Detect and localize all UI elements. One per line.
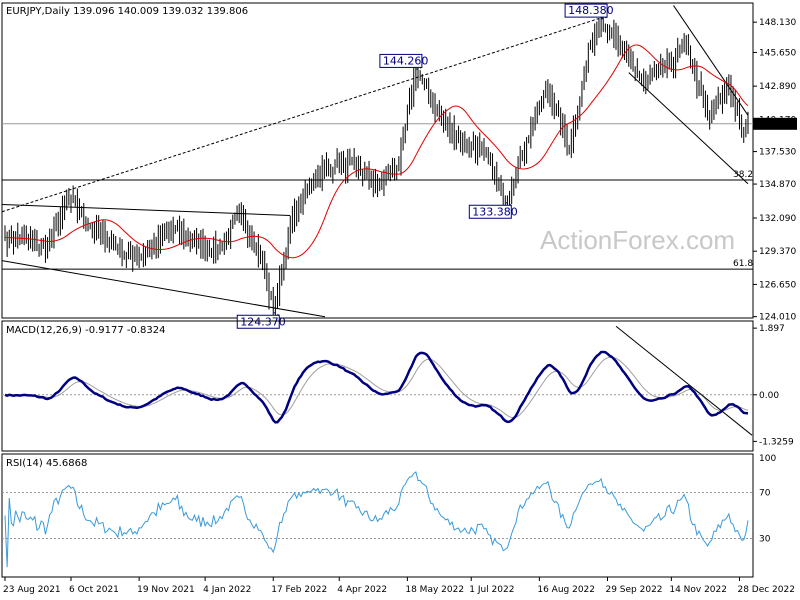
price-annotation-leader xyxy=(505,201,512,206)
x-axis-tick-label: 29 Sep 2022 xyxy=(605,585,662,595)
x-axis-tick-label: 17 Feb 2022 xyxy=(271,585,327,595)
price-annotations: 148.380 144.260 133.380 124.370 xyxy=(236,3,614,329)
price-annotation-box xyxy=(468,204,512,219)
trend-lines xyxy=(1,5,749,318)
x-axis-tick-label: 28 Dec 2022 xyxy=(737,585,795,595)
rsi-y-axis: 100 70 30 xyxy=(2,454,776,545)
price-annotation-leader xyxy=(600,16,608,20)
x-axis-tick-label: 6 Oct 2021 xyxy=(69,585,119,595)
x-axis-tick-label: 1 Jul 2022 xyxy=(469,585,514,595)
price-annotation-label: 144.260 xyxy=(383,54,429,67)
macd-y-tick-label: 0.00 xyxy=(759,391,779,401)
price-annotation-box xyxy=(236,314,280,329)
fib-level-label: 61.8 xyxy=(733,259,753,269)
rsi-y-tick-label: 30 xyxy=(759,535,771,545)
price-annotation: 124.370 xyxy=(236,311,286,329)
x-axis-tick-label: 4 Apr 2022 xyxy=(337,585,387,595)
last-price-tag: 139.806 xyxy=(753,117,797,131)
channel-lower-line xyxy=(1,260,326,318)
price-annotation-label: 148.380 xyxy=(568,4,614,17)
price-y-tick-label: 129.370 xyxy=(759,247,796,257)
watermark: ActionForex.com xyxy=(540,225,735,255)
dashed-trend-line xyxy=(1,15,606,213)
macd-y-axis: 1.897 0.00 -1.3259 xyxy=(2,324,794,447)
rsi-header: RSI(14) 45.6868 xyxy=(6,458,87,469)
x-axis-tick-label: 18 May 2022 xyxy=(405,585,464,595)
macd-y-tick-label: -1.3259 xyxy=(759,437,794,447)
price-panel-frame xyxy=(1,2,754,319)
falling-channel-lower xyxy=(628,72,749,185)
macd-trend-line xyxy=(615,325,753,436)
rsi-panel-frame xyxy=(1,453,754,578)
macd-panel-frame xyxy=(1,320,754,452)
macd-header: MACD(12,26,9) -0.9177 -0.8324 xyxy=(6,325,166,336)
price-y-tick-label: 148.130 xyxy=(759,18,796,28)
rsi-y-tick-label: 100 xyxy=(759,454,776,464)
price-annotation: 144.260 xyxy=(379,53,429,70)
last-price-tag-label: 139.806 xyxy=(756,121,793,131)
price-bars xyxy=(4,6,749,322)
price-annotation-box xyxy=(564,3,608,18)
x-axis-tick-label: 23 Aug 2021 xyxy=(3,585,61,595)
price-annotation: 148.380 xyxy=(564,3,614,20)
macd-panel: MACD(12,26,9) -0.9177 -0.8324 1.897 0.00 -… xyxy=(1,320,794,452)
price-annotation-leader xyxy=(273,311,280,316)
price-y-tick-label: 126.650 xyxy=(759,280,796,290)
price-y-tick-label: 124.010 xyxy=(759,313,796,323)
price-annotation-label: 133.380 xyxy=(472,205,518,218)
price-annotation-box xyxy=(379,53,423,68)
x-axis-tick-label: 4 Jan 2022 xyxy=(203,585,251,595)
price-y-tick-label: 137.530 xyxy=(759,148,796,158)
x-axis: 23 Aug 2021 6 Oct 2021 19 Nov 2021 4 Jan 20… xyxy=(3,577,795,595)
rsi-y-tick-label: 70 xyxy=(759,489,771,499)
price-panel: EURJPY,Daily 139.096 140.009 139.032 139… xyxy=(1,2,797,329)
price-y-tick-label: 142.890 xyxy=(759,82,796,92)
last-price-tag-bg xyxy=(753,117,797,130)
fib-level-label: 38.2 xyxy=(733,170,753,180)
channel-upper-line xyxy=(1,203,291,216)
price-y-tick-label: 132.090 xyxy=(759,214,796,224)
x-axis-tick-label: 14 Nov 2022 xyxy=(669,585,727,595)
price-annotation-leader xyxy=(415,66,423,70)
symbol-header: EURJPY,Daily 139.096 140.009 139.032 139… xyxy=(6,6,248,17)
price-y-tick-label: 134.870 xyxy=(759,180,796,190)
rsi-line xyxy=(4,471,749,568)
macd-y-tick-label: 1.897 xyxy=(759,324,785,334)
moving-average-line xyxy=(4,44,749,259)
price-annotation-label: 124.370 xyxy=(240,315,285,328)
price-annotation: 133.380 xyxy=(468,201,518,219)
x-axis-tick-label: 19 Nov 2021 xyxy=(137,585,195,595)
x-axis-tick-label: 16 Aug 2022 xyxy=(537,585,595,595)
price-y-tick-label: 145.650 xyxy=(759,48,796,58)
rsi-panel: RSI(14) 45.6868 100 70 30 xyxy=(1,453,776,578)
macd-main-line xyxy=(4,350,749,424)
macd-signal-line xyxy=(4,356,749,419)
